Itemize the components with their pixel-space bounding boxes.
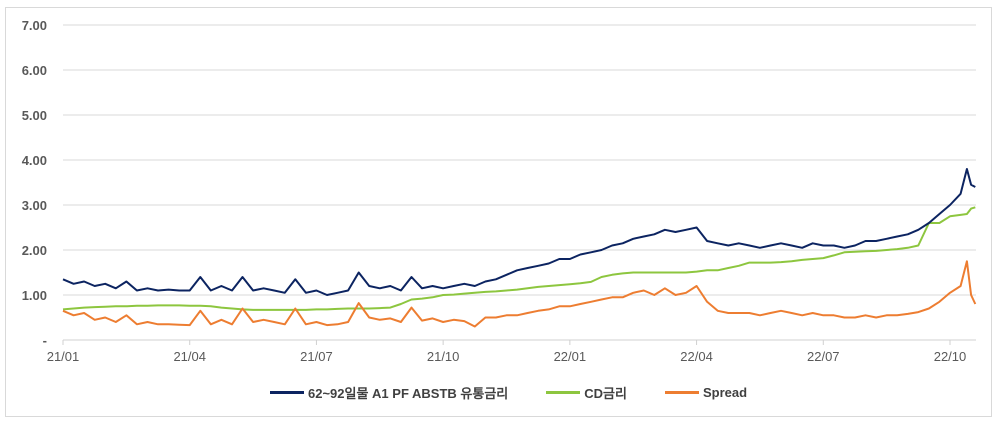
legend: 62~92일물 A1 PF ABSTB 유통금리 CD금리 Spread [270,383,785,402]
legend-item-abstb: 62~92일물 A1 PF ABSTB 유통금리 [270,383,508,402]
y-tick-label: 5.00 [22,108,47,123]
y-tick-label: 2.00 [22,243,47,258]
x-tick-label: 22/07 [807,349,840,364]
legend-swatch-abstb [270,391,304,394]
x-tick-label: 21/07 [300,349,333,364]
x-tick-label: 22/01 [554,349,587,364]
x-tick-label: 22/04 [680,349,713,364]
legend-swatch-cd [546,391,581,394]
y-tick-label: 4.00 [22,153,47,168]
legend-swatch-spread [664,391,699,394]
y-tick-label: 7.00 [22,18,47,33]
legend-item-spread: Spread [664,385,748,400]
legend-label-spread: Spread [702,385,748,400]
series-spread-line [62,260,977,328]
x-tick-label: 22/10 [934,349,967,364]
x-tick-label: 21/10 [427,349,460,364]
y-tick-label: - [43,333,47,348]
gridlines [62,24,976,345]
series-cd-line [62,206,976,311]
series-lines [62,168,977,328]
y-tick-label: 3.00 [22,198,47,213]
x-tick-label: 21/04 [173,349,206,364]
legend-item-cd: CD금리 [546,383,627,402]
legend-label-cd: CD금리 [584,386,627,401]
legend-label-abstb: 62~92일물 A1 PF ABSTB 유통금리 [308,386,509,401]
x-tick-label: 21/01 [47,349,80,364]
series-abstb-line [62,168,976,296]
x-axis-ticks: 21/01 21/04 21/07 21/10 22/01 22/04 22/07 22/10 [47,349,967,364]
y-tick-label: 1.00 [22,288,47,303]
y-tick-label: 6.00 [22,63,47,78]
y-axis-ticks: - 1.00 2.00 3.00 4.00 5.00 6.00 7.00 [22,18,47,348]
chart-frame [5,7,992,417]
